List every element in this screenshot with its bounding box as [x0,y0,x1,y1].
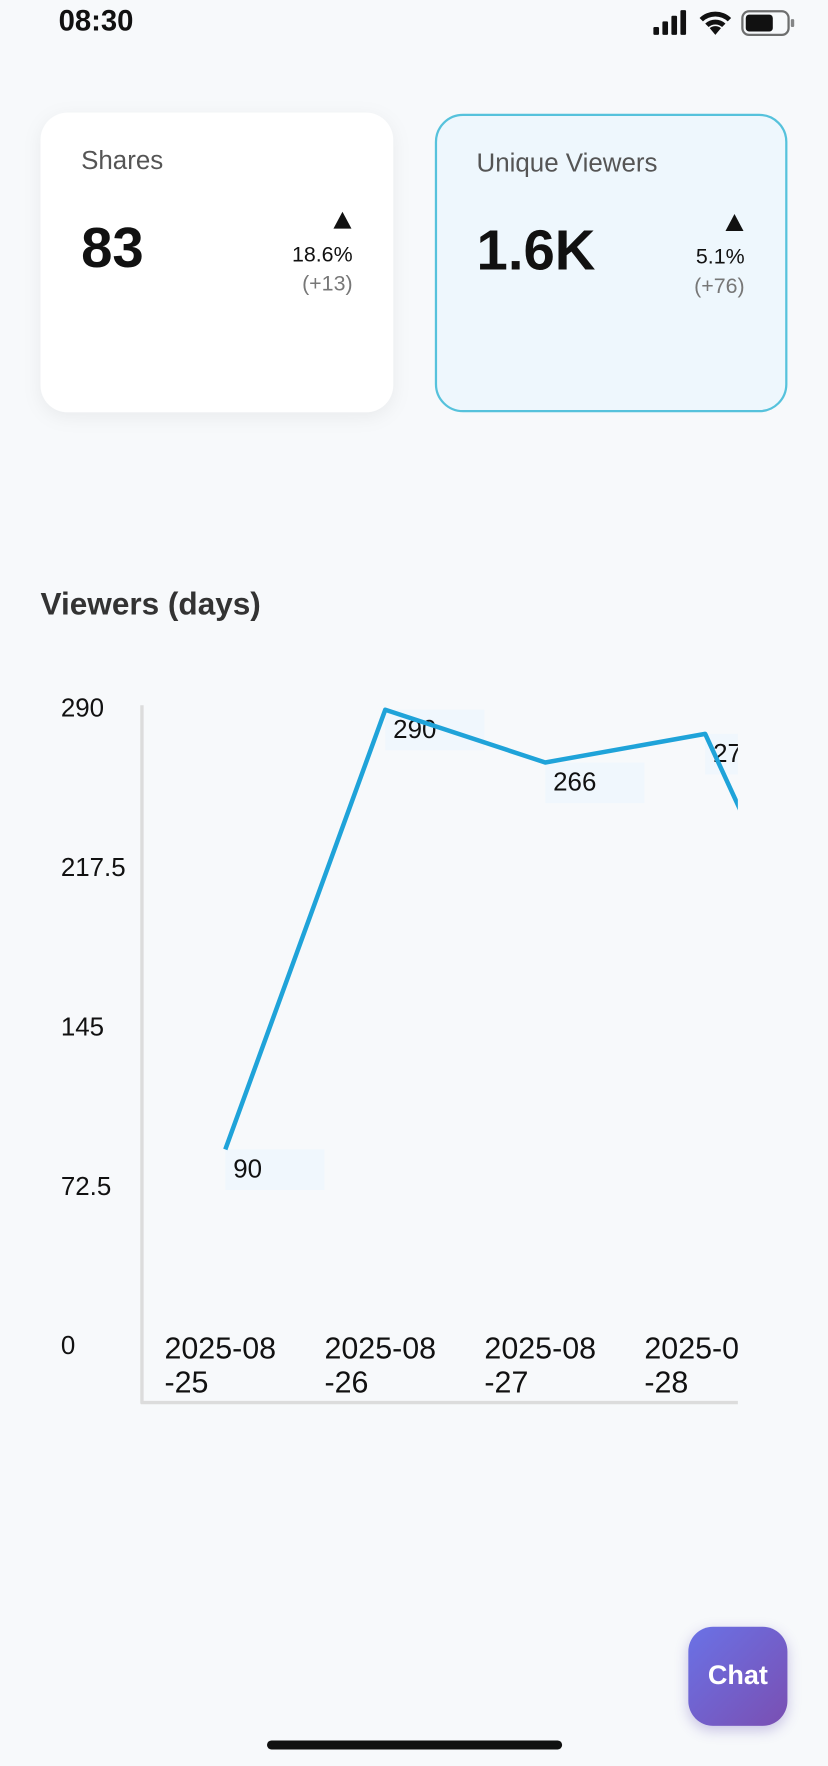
chart-title: Viewers (days) [41,585,261,621]
x-tick-label: 2025-08-28 [644,1331,738,1400]
card-label: Shares [81,147,163,175]
card-label: Unique Viewers [477,149,658,177]
plot: 90290266279121 [223,707,738,1191]
home-indicator [266,1740,563,1750]
y-tick-label: 290 [61,695,104,723]
status-time: 08:30 [59,4,134,37]
data-label-bg [545,762,645,804]
x-tick-label: 2025-08-26 [324,1331,437,1400]
data-label: 266 [553,769,596,797]
up-arrow [725,214,744,231]
card-delta: (+13) [302,272,353,296]
card [40,112,394,413]
y-tick-label: 72.5 [61,1173,111,1201]
card-change: 18.6% [292,242,353,266]
up-arrow [333,211,352,229]
x-tick-label: 2025-08-27 [484,1331,597,1400]
card-delta: (+76) [694,274,745,298]
y-tick-label: 145 [61,1013,104,1041]
data-label: 90 [233,1156,262,1184]
status-icons [653,10,795,37]
y-tick-label: 0 [61,1332,75,1360]
card-selected[interactable] [434,113,788,413]
y-tick-label: 217.5 [61,854,126,882]
card-change: 5.1% [696,245,745,269]
line [223,707,738,1151]
chat-button[interactable]: Chat [688,1626,788,1726]
category-labels: 2025-08-25 2025-08-26 2025-08-27 2025-08-28 [142,1331,738,1402]
card-value: 83 [81,216,144,279]
x-tick-label: 2025-08-25 [164,1331,277,1400]
data-label-bg [225,1149,325,1191]
card-value: 1.6K [477,218,596,281]
